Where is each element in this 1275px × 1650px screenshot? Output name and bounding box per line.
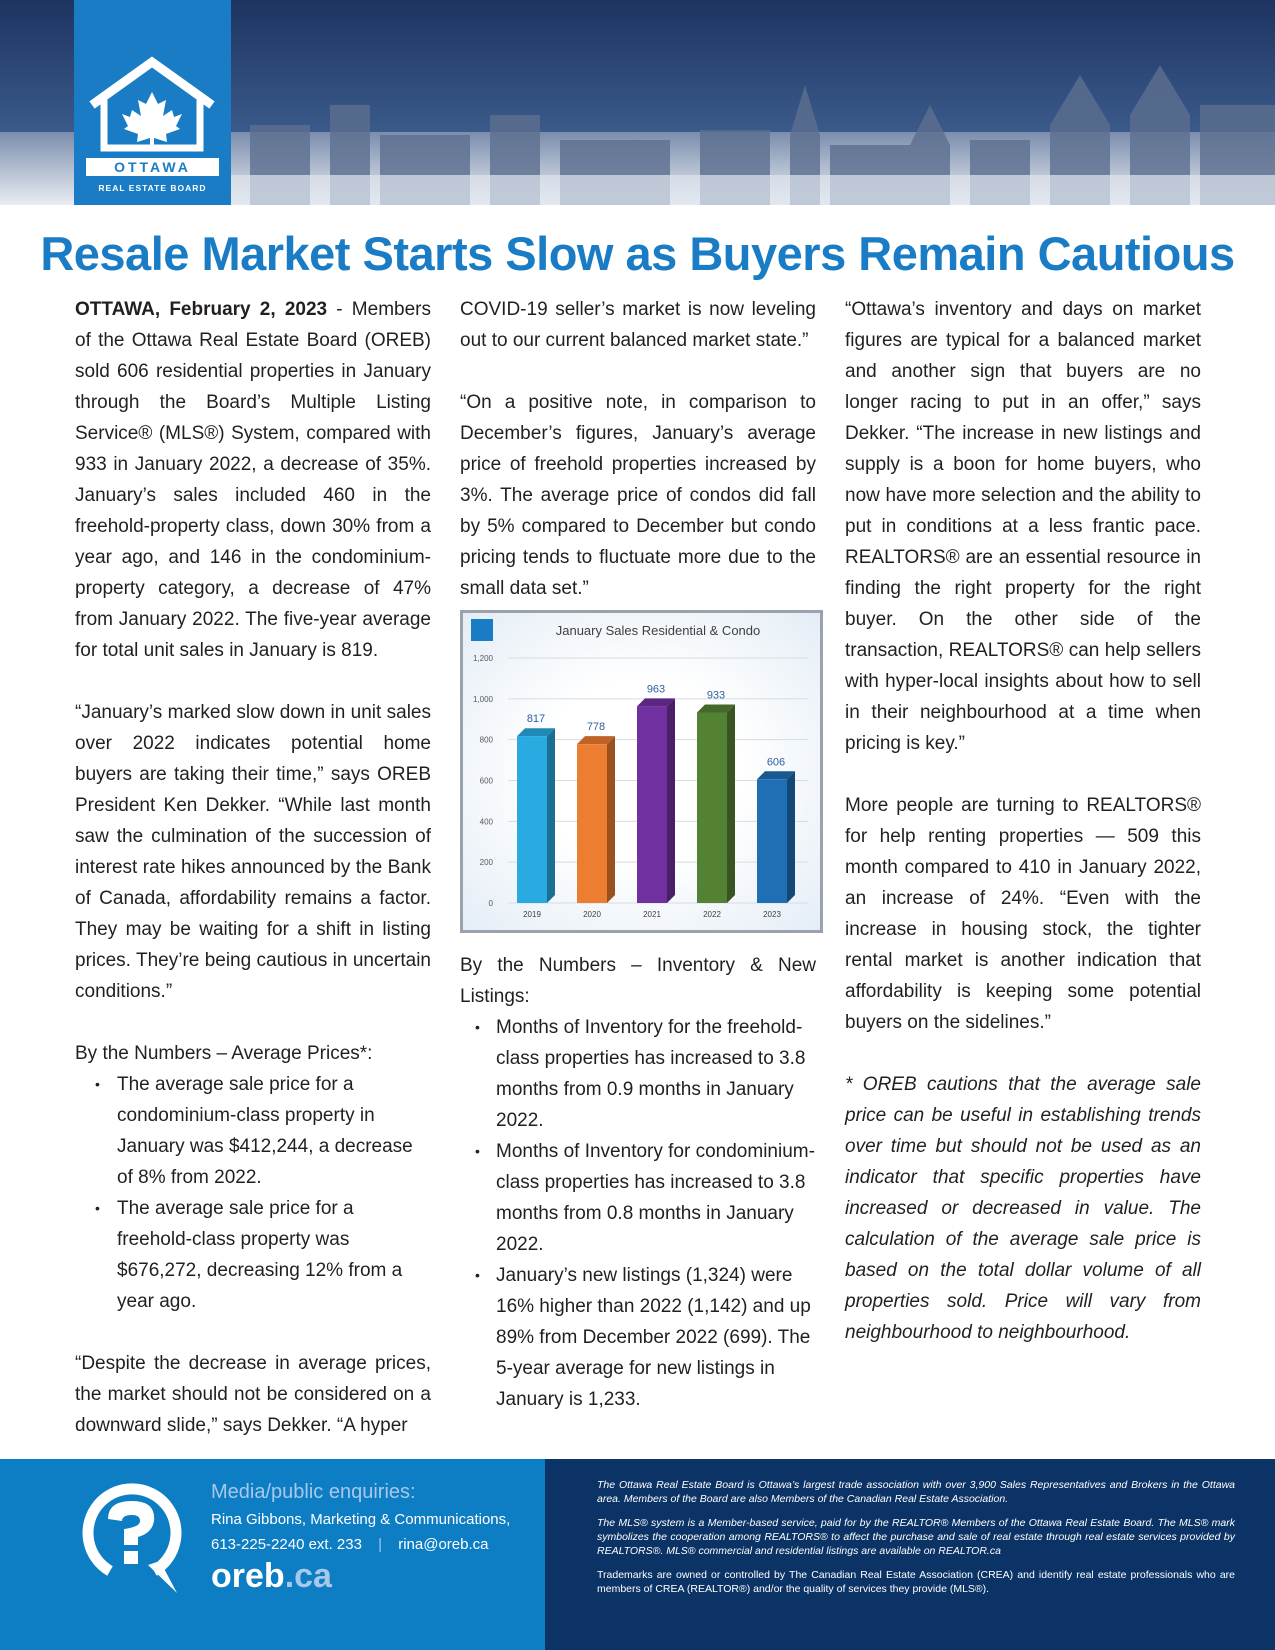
x-tick-label: 2021 <box>643 910 661 919</box>
bar-side <box>727 704 735 903</box>
list-item: The average sale price for a condominium… <box>75 1069 431 1193</box>
column-2: COVID-19 seller’s market is now leveling… <box>460 294 816 635</box>
paragraph: COVID-19 seller’s market is now leveling… <box>460 299 816 351</box>
y-tick-label: 600 <box>480 777 494 786</box>
contact-email-link[interactable]: rina@oreb.ca <box>398 1536 489 1553</box>
disclaimer-note: * OREB cautions that the average sale pr… <box>845 1074 1201 1343</box>
x-tick-label: 2019 <box>523 910 541 919</box>
footer-contact: Media/public enquiries: Rina Gibbons, Ma… <box>0 1459 545 1650</box>
bullet-list: The average sale price for a condominium… <box>75 1069 431 1317</box>
bar-top <box>757 771 795 780</box>
y-tick-label: 1,200 <box>473 654 494 663</box>
paragraph: “On a positive note, in comparison to De… <box>460 392 816 599</box>
svg-text:REAL ESTATE BOARD: REAL ESTATE BOARD <box>98 183 206 193</box>
list-item: January’s new listings (1,324) were 16% … <box>460 1260 816 1415</box>
footer-legal: The Ottawa Real Estate Board is Ottawa’s… <box>545 1459 1275 1650</box>
data-label: 933 <box>707 690 725 702</box>
header-banner: OTTAWA REAL ESTATE BOARD <box>0 0 1275 205</box>
y-tick-label: 0 <box>489 899 494 908</box>
bar-side <box>607 736 615 903</box>
data-label: 817 <box>527 713 545 725</box>
paragraph: - Members of the Ottawa Real Estate Boar… <box>75 299 431 661</box>
chart-title: January Sales Residential & Condo <box>556 623 761 638</box>
y-tick-label: 1,000 <box>473 695 494 704</box>
list-item: Months of Inventory for condominium-clas… <box>460 1136 816 1260</box>
paragraph: “January’s marked slow down in unit sale… <box>75 702 431 1002</box>
bar-top <box>637 698 675 707</box>
bar-top <box>697 704 735 713</box>
bar-2020 <box>577 744 607 903</box>
y-tick-label: 800 <box>480 736 494 745</box>
data-label: 963 <box>647 683 665 695</box>
paragraph: More people are turning to REALTORS® for… <box>845 795 1201 1033</box>
website-link[interactable]: oreb.ca <box>211 1557 332 1595</box>
city-skyline-image <box>230 65 1275 205</box>
x-tick-label: 2020 <box>583 910 601 919</box>
bar-side <box>787 771 795 903</box>
svg-text:OTTAWA: OTTAWA <box>114 159 191 175</box>
dateline: OTTAWA, February 2, 2023 <box>75 299 328 320</box>
contact-phone: 613-225-2240 ext. 233 <box>211 1536 362 1553</box>
bar-2022 <box>697 712 727 903</box>
data-label: 606 <box>767 756 785 768</box>
column-3: “Ottawa’s inventory and days on market f… <box>845 294 1201 1379</box>
bar-side <box>667 698 675 903</box>
contact-name: Rina Gibbons, Marketing & Communications… <box>211 1511 511 1528</box>
bar-2023 <box>757 779 787 903</box>
bar-side <box>547 728 555 903</box>
bullet-list: Months of Inventory for the freehold-cla… <box>460 1012 816 1415</box>
y-tick-label: 400 <box>480 817 494 826</box>
oreb-logo: OTTAWA REAL ESTATE BOARD <box>74 0 231 205</box>
list-item: The average sale price for a freehold-cl… <box>75 1193 431 1317</box>
data-label: 778 <box>587 721 605 733</box>
page-title: Resale Market Starts Slow as Buyers Rema… <box>40 227 1235 280</box>
separator: | <box>378 1536 383 1553</box>
legal-text: The MLS® system is a Member-based servic… <box>597 1517 1235 1557</box>
legal-text: Trademarks are owned or controlled by Th… <box>597 1569 1235 1595</box>
y-tick-label: 200 <box>480 858 494 867</box>
paragraph: “Ottawa’s inventory and days on market f… <box>845 299 1201 754</box>
legal-text: The Ottawa Real Estate Board is Ottawa’s… <box>597 1479 1235 1505</box>
bar-top <box>577 736 615 745</box>
column-1: OTTAWA, February 2, 2023 - Members of th… <box>75 294 431 1472</box>
list-title: By the Numbers – Inventory & New Listing… <box>460 955 816 1007</box>
paragraph: “Despite the decrease in average prices,… <box>75 1353 431 1436</box>
column-2-lower: By the Numbers – Inventory & New Listing… <box>460 950 816 1415</box>
bar-top <box>517 728 555 737</box>
bar-2021 <box>637 706 667 903</box>
chart-logo-icon <box>471 619 493 641</box>
footer-heading: Media/public enquiries: <box>211 1481 416 1503</box>
bar-2019 <box>517 736 547 903</box>
x-tick-label: 2023 <box>763 910 781 919</box>
sales-chart: January Sales Residential & Condo 0 200 40… <box>460 610 823 933</box>
x-tick-label: 2022 <box>703 910 721 919</box>
list-item: Months of Inventory for the freehold-cla… <box>460 1012 816 1136</box>
enquiry-icon <box>82 1483 182 1593</box>
list-title: By the Numbers – Average Prices*: <box>75 1043 373 1064</box>
